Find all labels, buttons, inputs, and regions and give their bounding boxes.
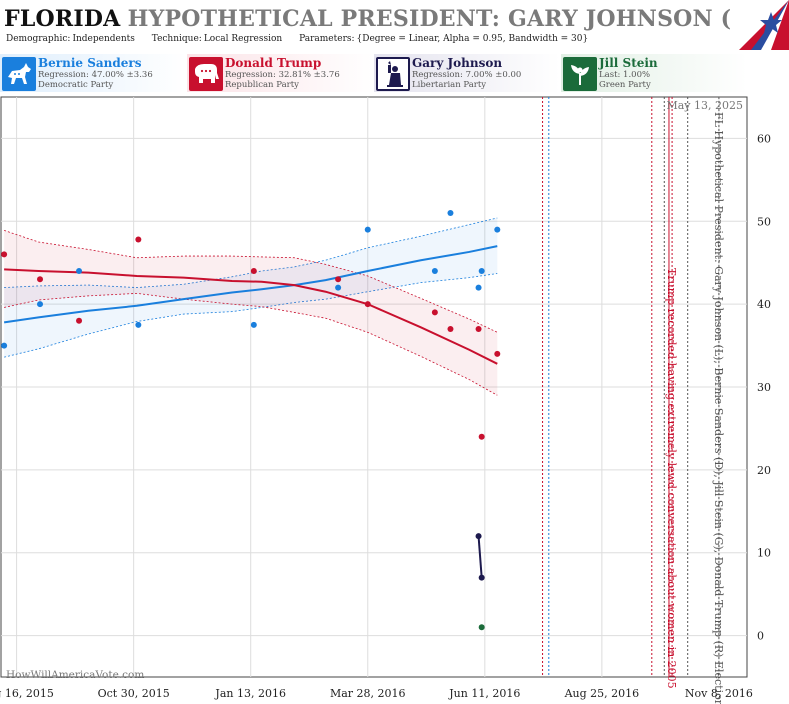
bernie-sanders-point [1,342,8,349]
y-tick-label: 30 [757,381,771,394]
bernie-sanders-point [76,268,83,274]
donald-trump-point [447,326,454,332]
bernie-sanders-point [494,226,501,233]
bernie-sanders-trend-line [3,245,498,324]
x-tick-label: Aug 25, 2016 [564,687,640,700]
donald-trump-point [135,236,142,243]
candidate-card-johnson[interactable]: Gary Johnson Regression: 7.00% ±0.00 Lib… [374,54,560,92]
donald-trump-point [478,433,485,440]
candidate-name: Donald Trump [225,56,322,70]
bernie-sanders-band-lower [4,273,498,358]
candidate-name: Bernie Sanders [38,56,142,70]
candidate-party: Democratic Party [38,80,114,90]
demographic-label: Demographic: [6,34,71,44]
candidate-card-stein[interactable]: Jill Stein Last: 1.00% Green Party [561,54,747,92]
poll-points [1,210,501,631]
candidate-card-sanders[interactable]: Bernie Sanders Regression: 47.00% ±3.36 … [0,54,186,92]
candidate-name: Jill Stein [599,56,658,70]
donald-trump-point [431,309,438,316]
bernie-sanders-band-upper [4,217,498,288]
candidate-party: Libertarian Party [412,80,487,90]
y-tick-label: 50 [757,215,771,228]
title-state: FLORIDA [4,6,121,32]
candidate-card-trump[interactable]: Donald Trump Regression: 32.81% ±3.76 Re… [187,54,373,92]
donald-trump-band-fill [4,230,498,396]
event-annotation: Trump recorded having extremely lewd con… [665,268,678,689]
donald-trump-band-upper [3,230,498,333]
jill-stein-point [478,624,485,631]
bernie-sanders-point [475,284,482,291]
donald-trump-trend-line [4,268,498,365]
donald-trump-point [1,251,8,258]
watermark: HowWillAmericaVote.com [6,669,144,681]
bernie-sanders-band-fill [4,217,498,358]
candidate-regression: Regression: 7.00% ±0.00 [412,70,522,80]
candidate-name: Gary Johnson [412,56,503,70]
event-lines [542,97,720,677]
elephant-icon [189,57,223,91]
gary-johnson-trend-line [477,536,483,578]
x-tick-label: Mar 28, 2016 [330,687,406,700]
bernie-sanders-point [447,210,454,216]
donald-trump-band-lower [4,292,498,396]
donald-trump-point [37,276,44,283]
plant-icon [563,57,597,91]
y-tick-label: 20 [757,464,771,477]
bernie-sanders-point [478,268,485,274]
technique-value: Local Regression [203,34,283,44]
date-stamp: May 13, 2025 [666,99,743,112]
page-title: FLORIDA HYPOTHETICAL PRESIDENT: GARY JOH… [4,2,734,34]
donald-trump-point [494,350,501,357]
candidate-party: Green Party [599,80,651,90]
side-title: FL Hypothetical President: Gary Johnson … [712,112,725,704]
bernie-sanders-point [431,268,438,274]
y-tick-label: 0 [757,630,764,643]
candidate-last: Last: 1.00% [599,70,651,80]
flag-logo-icon [731,0,789,50]
donald-trump-point [364,301,371,308]
x-tick-label: Aug 16, 2015 [0,687,54,700]
gary-johnson-point [478,574,485,581]
gary-johnson-point [475,533,482,540]
parameters-line: Demographic: Independents Technique: Local… [6,34,602,44]
donald-trump-point [250,268,257,274]
x-tick-label: Jan 13, 2016 [214,687,286,700]
y-tick-label: 40 [757,298,771,311]
liberty-torch-icon [376,57,410,91]
confidence-bands [3,217,498,396]
bernie-sanders-point [135,321,142,328]
donald-trump-point [475,326,482,332]
bernie-sanders-point [364,226,371,233]
trend-lines [3,245,498,578]
demographic-value: Independents [72,34,135,44]
donkey-icon [2,57,36,91]
parameters-label: Parameters: [299,34,355,44]
bernie-sanders-point [37,301,44,308]
candidate-regression: Regression: 32.81% ±3.76 [225,70,340,80]
parameters-value: {Degree = Linear, Alpha = 0.95, Bandwidt… [356,34,589,44]
x-tick-label: Jun 11, 2016 [448,687,520,700]
grid-lines [1,97,747,677]
x-tick-label: Oct 30, 2015 [98,687,170,700]
bernie-sanders-point [250,321,257,328]
y-tick-labels: 0 10 20 30 40 50 60 [757,132,771,642]
bernie-sanders-point [335,284,342,291]
candidate-legend: Bernie Sanders Regression: 47.00% ±3.36 … [0,54,789,92]
candidate-party: Republican Party [225,80,299,90]
technique-label: Technique: [151,34,202,44]
y-tick-label: 60 [757,132,771,145]
polling-chart: 0 10 20 30 40 50 60 Aug 16, 2015 Oct 30, 2015 Ja… [0,96,771,704]
candidate-regression: Regression: 47.00% ±3.36 [38,70,153,80]
donald-trump-point [335,276,342,283]
x-tick-labels: Aug 16, 2015 Oct 30, 2015 Jan 13, 2016 Mar … [0,687,753,700]
x-tick-label: Nov 8, 2016 [685,687,753,700]
title-rest: HYPOTHETICAL PRESIDENT: GARY JOHNSON (L)… [127,6,734,32]
donald-trump-point [76,317,83,324]
y-tick-label: 10 [757,547,771,560]
